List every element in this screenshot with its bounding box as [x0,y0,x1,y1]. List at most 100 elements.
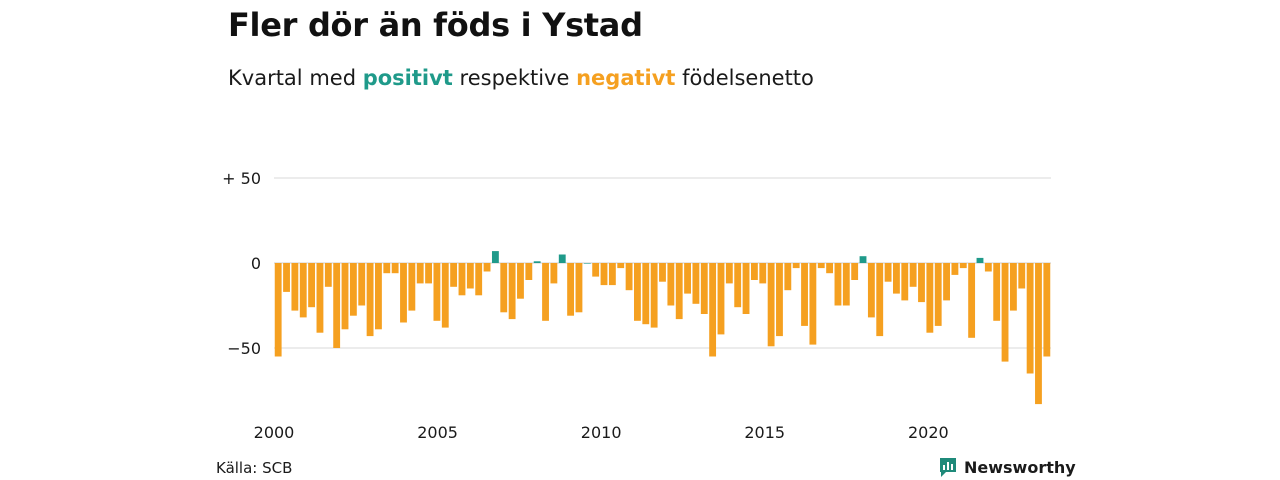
bar [634,263,641,321]
bar [1001,263,1009,362]
bar [441,263,449,328]
bar [951,263,959,275]
brand-name: Newsworthy [964,457,1076,477]
bar [993,263,1001,321]
subtitle-negative-label: negativt [576,66,676,90]
bar [968,263,976,338]
bar [659,263,666,282]
bar [834,263,842,306]
bar [734,263,742,308]
bar [867,263,875,318]
bar [525,263,533,280]
bar [542,263,549,321]
bar [517,263,524,299]
bar [550,263,558,284]
bar [567,263,575,316]
bar [558,254,566,263]
bar [508,263,516,320]
bar [742,263,750,314]
bar [625,263,633,291]
bar [926,263,934,333]
bar [776,263,783,337]
bar [333,263,341,348]
bar [801,263,808,326]
bar [1035,263,1042,405]
bar [408,263,416,311]
bar [533,261,541,263]
bar [375,263,382,330]
bar [383,263,391,274]
bar [750,263,758,280]
bar [608,263,616,286]
bar [725,263,733,284]
chart-title: Fler dör än föds i Ystad [228,6,643,44]
bar [1026,263,1034,374]
bar [274,263,282,357]
bar [299,263,307,318]
bar [500,263,508,313]
bar [893,263,900,294]
bar [784,263,792,291]
bar [349,263,357,316]
bar [667,263,675,306]
bar [466,263,474,289]
bar [592,263,600,277]
bar [909,263,917,287]
bar [792,263,800,269]
bar [583,263,591,264]
bar [433,263,441,321]
newsworthy-brand: Newsworthy [938,456,1076,478]
bar [358,263,366,306]
bar [817,263,825,269]
bar [675,263,683,320]
bar [859,256,867,263]
bar [366,263,374,337]
bar [692,263,700,304]
bar [943,263,950,301]
bar [700,263,708,314]
bar [984,263,992,272]
subtitle-positive-label: positivt [362,66,453,90]
bar [901,263,909,301]
bar [391,263,399,274]
x-tick-label: 2005 [417,423,458,442]
bar [617,263,625,269]
bar [959,263,967,269]
bar [575,263,583,313]
bar [450,263,458,287]
bar [600,263,608,286]
bar [341,263,349,330]
x-tick-label: 2015 [744,423,785,442]
source-label: Källa: SCB [216,459,293,477]
x-tick-label: 2010 [581,423,622,442]
x-tick-label: 2020 [908,423,949,442]
y-tick-label: 0 [251,254,261,273]
bar [717,263,725,335]
bar [324,263,332,287]
bar [483,263,491,272]
chart-subtitle: Kvartal med positivt respektive negativt… [228,66,814,90]
bar [308,263,316,308]
bar [842,263,850,306]
bar [1043,263,1051,357]
bar [1018,263,1026,289]
subtitle-suffix: födelsenetto [682,66,814,90]
bar [416,263,424,284]
bar [976,257,984,263]
bar [884,263,892,282]
bar [458,263,466,296]
bar [934,263,942,326]
bar [316,263,324,333]
bar [425,263,432,284]
bar [826,263,834,274]
bar [1009,263,1017,311]
bar [475,263,483,296]
bar [642,263,650,325]
bar [851,263,859,280]
bar [809,263,817,345]
x-tick-label: 2000 [254,423,295,442]
newsworthy-logo-icon [940,458,956,477]
bar [291,263,299,311]
bar [650,263,658,328]
